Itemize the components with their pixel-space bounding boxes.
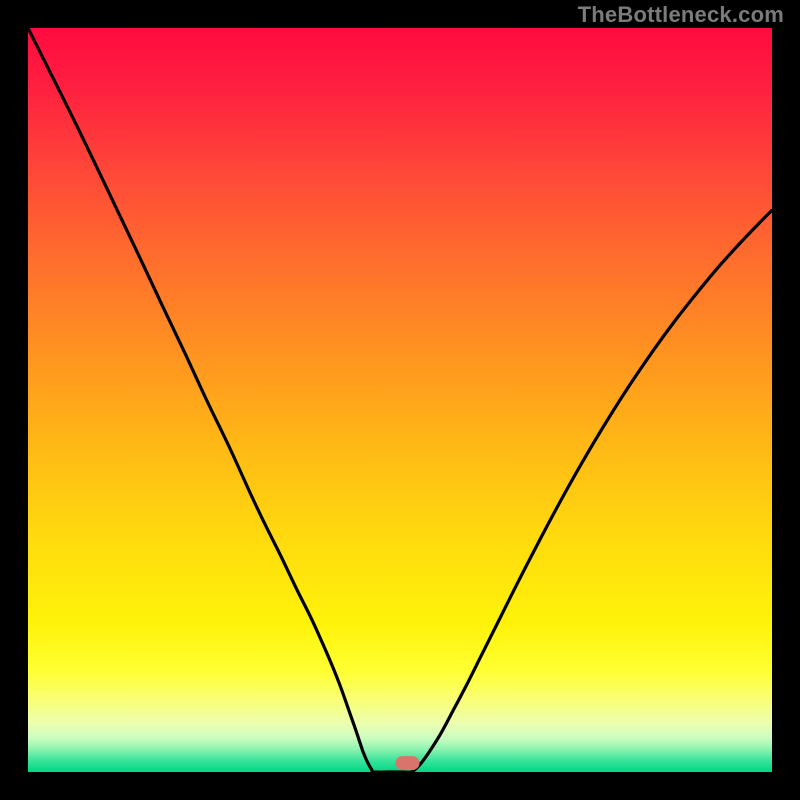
gradient-background	[28, 28, 772, 772]
bottleneck-chart	[0, 0, 800, 800]
optimal-marker	[395, 756, 419, 770]
watermark-label: TheBottleneck.com	[578, 2, 784, 28]
